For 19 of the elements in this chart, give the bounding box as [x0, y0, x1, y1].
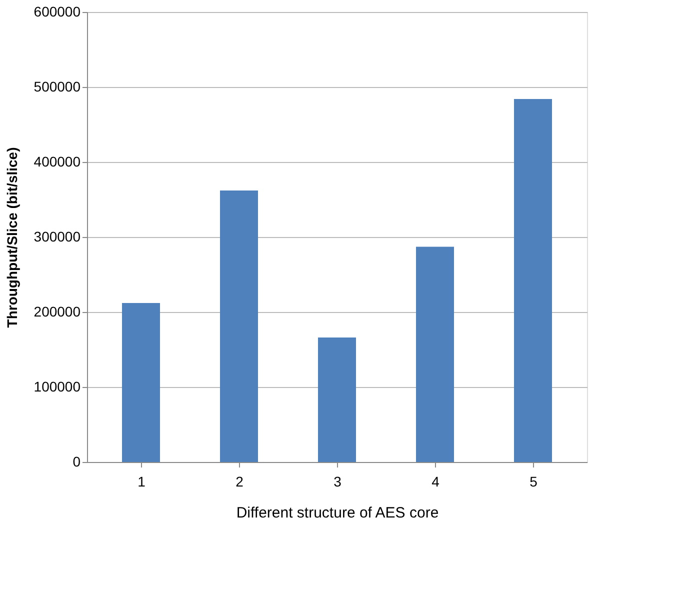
x-tick-label: 4 [432, 474, 440, 490]
bar [220, 190, 258, 462]
x-axis-title: Different structure of AES core [236, 504, 439, 522]
y-axis-title: Throughput/Slice (bit/slice) [4, 147, 20, 328]
y-tick-label: 500000 [34, 78, 81, 94]
y-tick-label: 0 [72, 454, 81, 470]
bar [416, 246, 454, 462]
y-tick-label: 600000 [34, 4, 81, 20]
x-tick-label: 1 [138, 474, 146, 490]
x-tick-label: 5 [530, 474, 538, 490]
x-tick-label: 2 [236, 474, 244, 490]
x-tick-label: 3 [334, 474, 342, 490]
bar [318, 338, 356, 462]
y-tick-label: 300000 [34, 228, 81, 244]
bar [122, 303, 160, 462]
y-tick-label: 100000 [34, 378, 81, 394]
y-tick-label: 200000 [34, 304, 81, 320]
bar [514, 99, 552, 462]
y-tick-label: 400000 [34, 154, 81, 170]
